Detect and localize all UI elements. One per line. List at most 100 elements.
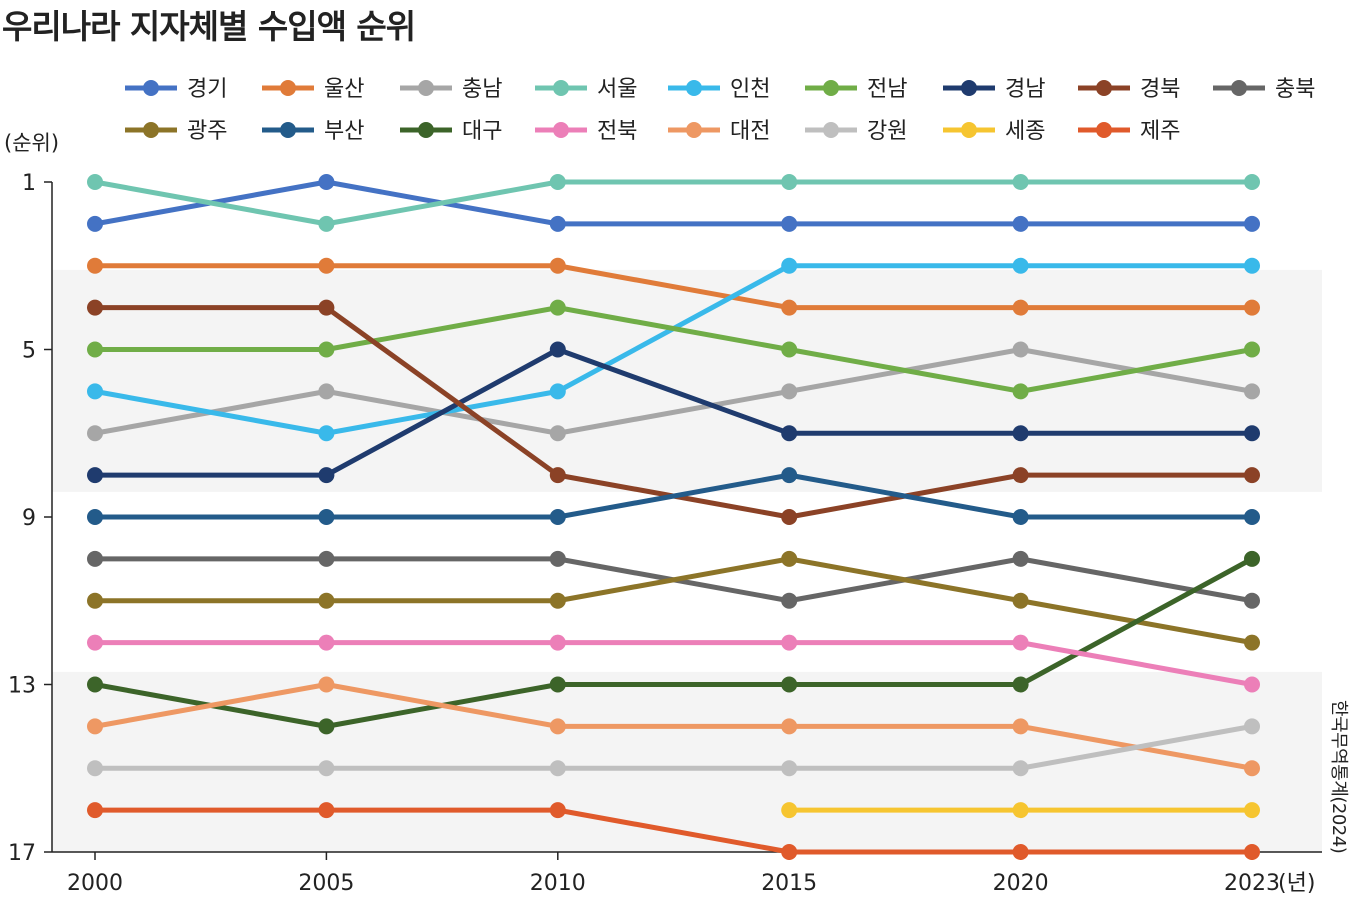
legend-swatch-dot bbox=[686, 122, 702, 138]
legend-label: 대전 bbox=[730, 119, 770, 144]
data-point-서울 bbox=[318, 215, 335, 232]
legend-item-대구: 대구 bbox=[400, 119, 502, 144]
data-point-부산 bbox=[781, 467, 798, 484]
legend-item-충북: 충북 bbox=[1213, 77, 1315, 102]
x-tick-label: 2015 bbox=[761, 871, 817, 896]
legend-label: 부산 bbox=[324, 119, 364, 144]
legend-swatch-dot bbox=[553, 80, 569, 96]
data-point-대전 bbox=[781, 718, 798, 735]
y-tick-label: 13 bbox=[8, 674, 36, 699]
data-point-부산 bbox=[549, 509, 566, 525]
data-point-광주 bbox=[1012, 592, 1029, 609]
data-point-전북 bbox=[87, 634, 103, 651]
legend-swatch-dot bbox=[1096, 80, 1112, 96]
legend-swatch-dot bbox=[961, 122, 977, 138]
data-point-충남 bbox=[87, 425, 103, 442]
data-point-제주 bbox=[318, 802, 335, 819]
legend-item-충남: 충남 bbox=[400, 77, 502, 102]
data-point-충북 bbox=[318, 550, 335, 567]
data-point-전남 bbox=[1244, 341, 1260, 358]
data-point-울산 bbox=[1012, 299, 1029, 316]
data-point-대구 bbox=[549, 676, 566, 693]
data-point-광주 bbox=[318, 592, 335, 609]
legend-label: 전북 bbox=[597, 119, 637, 144]
data-point-경북 bbox=[781, 509, 798, 525]
series-line-경남 bbox=[92, 347, 1255, 478]
data-point-인천 bbox=[549, 383, 566, 400]
x-tick-label: 2023 bbox=[1224, 871, 1280, 896]
data-point-대구 bbox=[318, 718, 335, 735]
data-point-충남 bbox=[549, 425, 566, 442]
series-line-서울 bbox=[92, 179, 1255, 227]
legend-item-광주: 광주 bbox=[125, 119, 227, 144]
series-line-대전 bbox=[92, 682, 1255, 771]
data-point-전북 bbox=[1012, 634, 1029, 651]
legend-item-전북: 전북 bbox=[535, 119, 637, 144]
x-axis-unit: (년) bbox=[1278, 871, 1315, 896]
data-point-인천 bbox=[1244, 257, 1260, 274]
data-point-경남 bbox=[549, 341, 566, 358]
legend-swatch-dot bbox=[280, 80, 296, 96]
legend-item-전남: 전남 bbox=[805, 77, 907, 102]
data-point-대구 bbox=[87, 676, 103, 693]
data-point-대전 bbox=[1012, 718, 1029, 735]
legend-swatch-dot bbox=[143, 80, 159, 96]
legend-label: 서울 bbox=[597, 77, 637, 102]
legend-item-부산: 부산 bbox=[262, 119, 364, 144]
data-point-인천 bbox=[87, 383, 103, 400]
data-point-경기 bbox=[549, 215, 566, 232]
data-point-경북 bbox=[87, 299, 103, 316]
shaded-band bbox=[52, 269, 1322, 492]
x-tick-label: 2010 bbox=[530, 871, 586, 896]
data-point-울산 bbox=[781, 299, 798, 316]
data-point-울산 bbox=[549, 257, 566, 274]
data-point-전남 bbox=[549, 299, 566, 316]
legend-swatch-dot bbox=[823, 122, 839, 138]
data-point-제주 bbox=[781, 844, 798, 860]
legend-item-경남: 경남 bbox=[943, 77, 1045, 102]
series-line-부산 bbox=[92, 472, 1255, 520]
legend-label: 강원 bbox=[867, 119, 907, 144]
legend-label: 충남 bbox=[462, 77, 502, 102]
series-line-대구 bbox=[92, 556, 1255, 729]
data-point-광주 bbox=[87, 592, 103, 609]
legend-label: 경북 bbox=[1140, 77, 1180, 102]
data-point-부산 bbox=[318, 509, 335, 525]
series-line-전북 bbox=[92, 640, 1255, 687]
legend-label: 광주 bbox=[187, 119, 227, 144]
shaded-band bbox=[52, 671, 1322, 852]
series-line-제주 bbox=[92, 807, 1255, 855]
data-point-경남 bbox=[1244, 425, 1260, 442]
data-point-경기 bbox=[87, 215, 103, 232]
data-point-제주 bbox=[1012, 844, 1029, 860]
data-point-광주 bbox=[781, 550, 798, 567]
legend-item-세종: 세종 bbox=[943, 119, 1045, 144]
x-tick-label: 2000 bbox=[67, 871, 123, 896]
data-point-경남 bbox=[1012, 425, 1029, 442]
data-point-대전 bbox=[549, 718, 566, 735]
data-point-경남 bbox=[318, 467, 335, 484]
series-line-경기 bbox=[92, 179, 1255, 227]
data-point-인천 bbox=[1012, 257, 1029, 274]
data-point-울산 bbox=[1244, 299, 1260, 316]
series-line-광주 bbox=[92, 556, 1255, 646]
data-point-경기 bbox=[318, 174, 335, 190]
data-point-전북 bbox=[1244, 676, 1260, 693]
legend-swatch-dot bbox=[823, 80, 839, 96]
legend-swatch-dot bbox=[418, 122, 434, 138]
data-point-충남 bbox=[318, 383, 335, 400]
data-point-전남 bbox=[87, 341, 103, 358]
source-note: 한국무역통계(2024) bbox=[1328, 700, 1349, 854]
data-point-전북 bbox=[549, 634, 566, 651]
y-tick-label: 5 bbox=[22, 339, 36, 364]
data-point-전북 bbox=[781, 634, 798, 651]
data-point-울산 bbox=[87, 257, 103, 274]
data-point-제주 bbox=[549, 802, 566, 819]
data-point-대구 bbox=[781, 676, 798, 693]
data-point-충남 bbox=[1012, 341, 1029, 358]
data-point-충남 bbox=[781, 383, 798, 400]
data-point-전남 bbox=[318, 341, 335, 358]
data-point-충북 bbox=[1012, 550, 1029, 567]
